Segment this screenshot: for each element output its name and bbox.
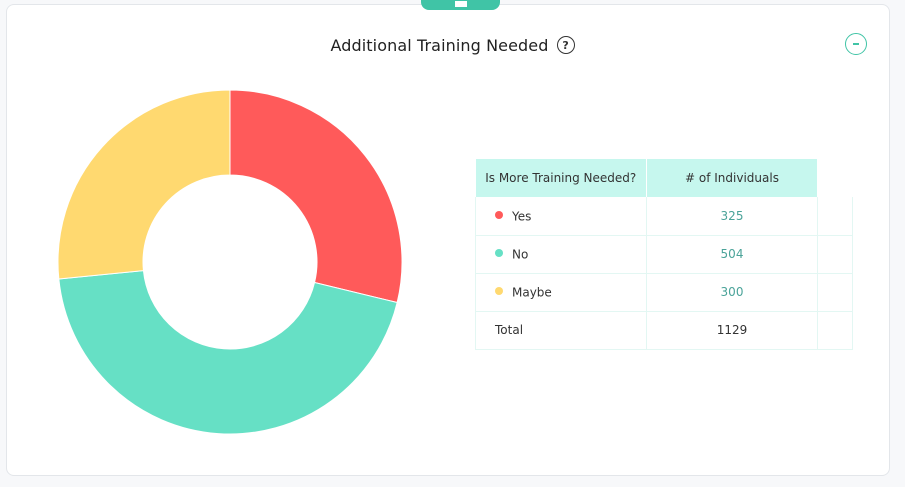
table-row: Yes 325	[475, 197, 853, 236]
chart-title: Additional Training Needed	[330, 35, 549, 55]
donut-slice-yes[interactable]	[229, 89, 403, 304]
table-spacer-cell	[817, 273, 853, 312]
legend-dot	[495, 211, 503, 219]
legend-dot	[495, 287, 503, 296]
total-label: Total	[475, 311, 647, 350]
table-spacer-cell	[817, 235, 853, 274]
table-header-row: Is More Training Needed? # of Individual…	[475, 159, 853, 197]
row-label-cell: Maybe	[475, 273, 647, 312]
row-value: 504	[646, 235, 818, 274]
table-spacer-cell	[817, 197, 853, 236]
row-label-cell: Yes	[475, 197, 647, 236]
drag-handle[interactable]	[421, 0, 500, 10]
legend-dot	[495, 249, 503, 258]
chart-header: Additional Training Needed ?	[0, 33, 905, 57]
row-value: 300	[646, 273, 818, 312]
row-label: Yes	[512, 209, 532, 223]
row-value: 325	[646, 197, 818, 236]
table-row: No 504	[475, 235, 853, 274]
minus-circle-icon[interactable]	[845, 33, 867, 55]
total-value: 1129	[646, 311, 818, 350]
question-circle-icon[interactable]: ?	[556, 36, 575, 54]
table-total-row: Total 1129	[475, 311, 853, 350]
donut-slice-no[interactable]	[58, 270, 398, 435]
row-label: Maybe	[512, 285, 552, 300]
donut-slice-maybe[interactable]	[57, 89, 231, 280]
row-label: No	[512, 247, 529, 262]
data-table: Is More Training Needed? # of Individual…	[475, 159, 853, 350]
table-spacer-cell	[817, 311, 853, 350]
column-header-category: Is More Training Needed?	[475, 159, 647, 197]
column-header-count: # of Individuals	[646, 159, 818, 197]
row-label-cell: No	[475, 235, 647, 274]
table-row: Maybe 300	[475, 273, 853, 312]
menu-handle-icon	[454, 1, 467, 7]
donut-chart	[57, 89, 403, 435]
